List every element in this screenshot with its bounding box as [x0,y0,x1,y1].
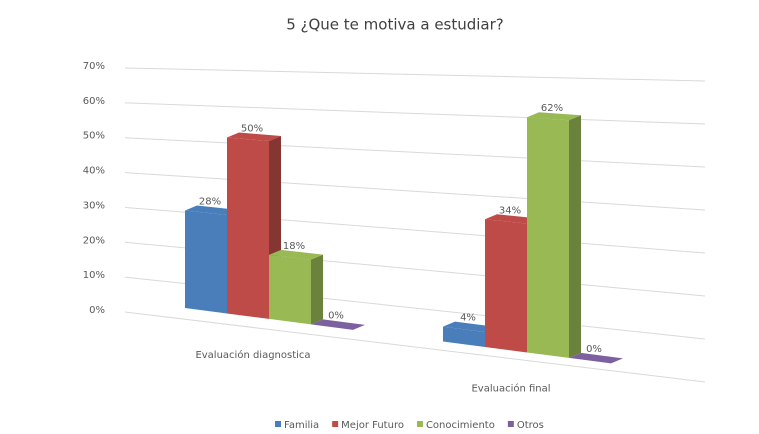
y-tick-label: 30% [83,200,105,211]
legend-label: Mejor Futuro [341,420,404,431]
bar-face [185,210,227,314]
bar [569,352,623,364]
bar-face [227,137,269,319]
y-tick-label: 60% [83,96,105,107]
data-label: 62% [541,103,563,114]
bar-face [185,205,239,215]
x-tick-label: Evaluación diagnostica [195,349,310,361]
bar [311,319,365,330]
bar-face [485,219,527,353]
bar-face [269,249,323,260]
bar-face [569,352,623,364]
y-tick-label: 50% [83,131,105,142]
bar-face [269,254,311,325]
bar-face [527,117,569,358]
data-label: 50% [241,124,263,135]
y-tick-label: 20% [83,235,105,246]
data-label: 4% [460,313,476,324]
data-label: 0% [328,310,344,321]
data-label: 28% [199,197,221,208]
y-tick-label: 40% [83,166,105,177]
data-label: 0% [586,344,602,355]
bar-face [311,319,365,330]
bar-face [443,321,497,332]
grid-line [124,172,706,211]
bar-face [569,115,581,358]
legend-swatch [507,421,514,427]
legend-label: Otros [517,420,544,431]
grid-line [124,67,706,82]
bar-face [311,254,323,325]
legend-label: Familia [284,420,319,431]
x-tick-label: Evaluación final [471,382,550,394]
bar-face [527,112,581,121]
data-label: 18% [283,241,305,252]
legend-swatch [332,421,339,427]
legend-swatch [275,421,281,427]
legend-swatch [416,421,423,427]
grid-line [124,102,706,125]
legend-label: Conocimiento [426,420,495,431]
data-label: 34% [499,205,521,216]
bar [269,249,323,325]
y-tick-label: 0% [89,305,105,316]
grid-line [124,311,706,383]
bar-face [227,132,281,142]
y-tick-label: 70% [83,61,105,72]
bar [527,112,581,358]
y-tick-label: 10% [83,270,105,281]
chart-title: 5 ¿Que te motiva a estudiar? [286,16,504,34]
grid-line [124,137,706,168]
bar-face [443,326,485,347]
bar-face [485,214,539,224]
